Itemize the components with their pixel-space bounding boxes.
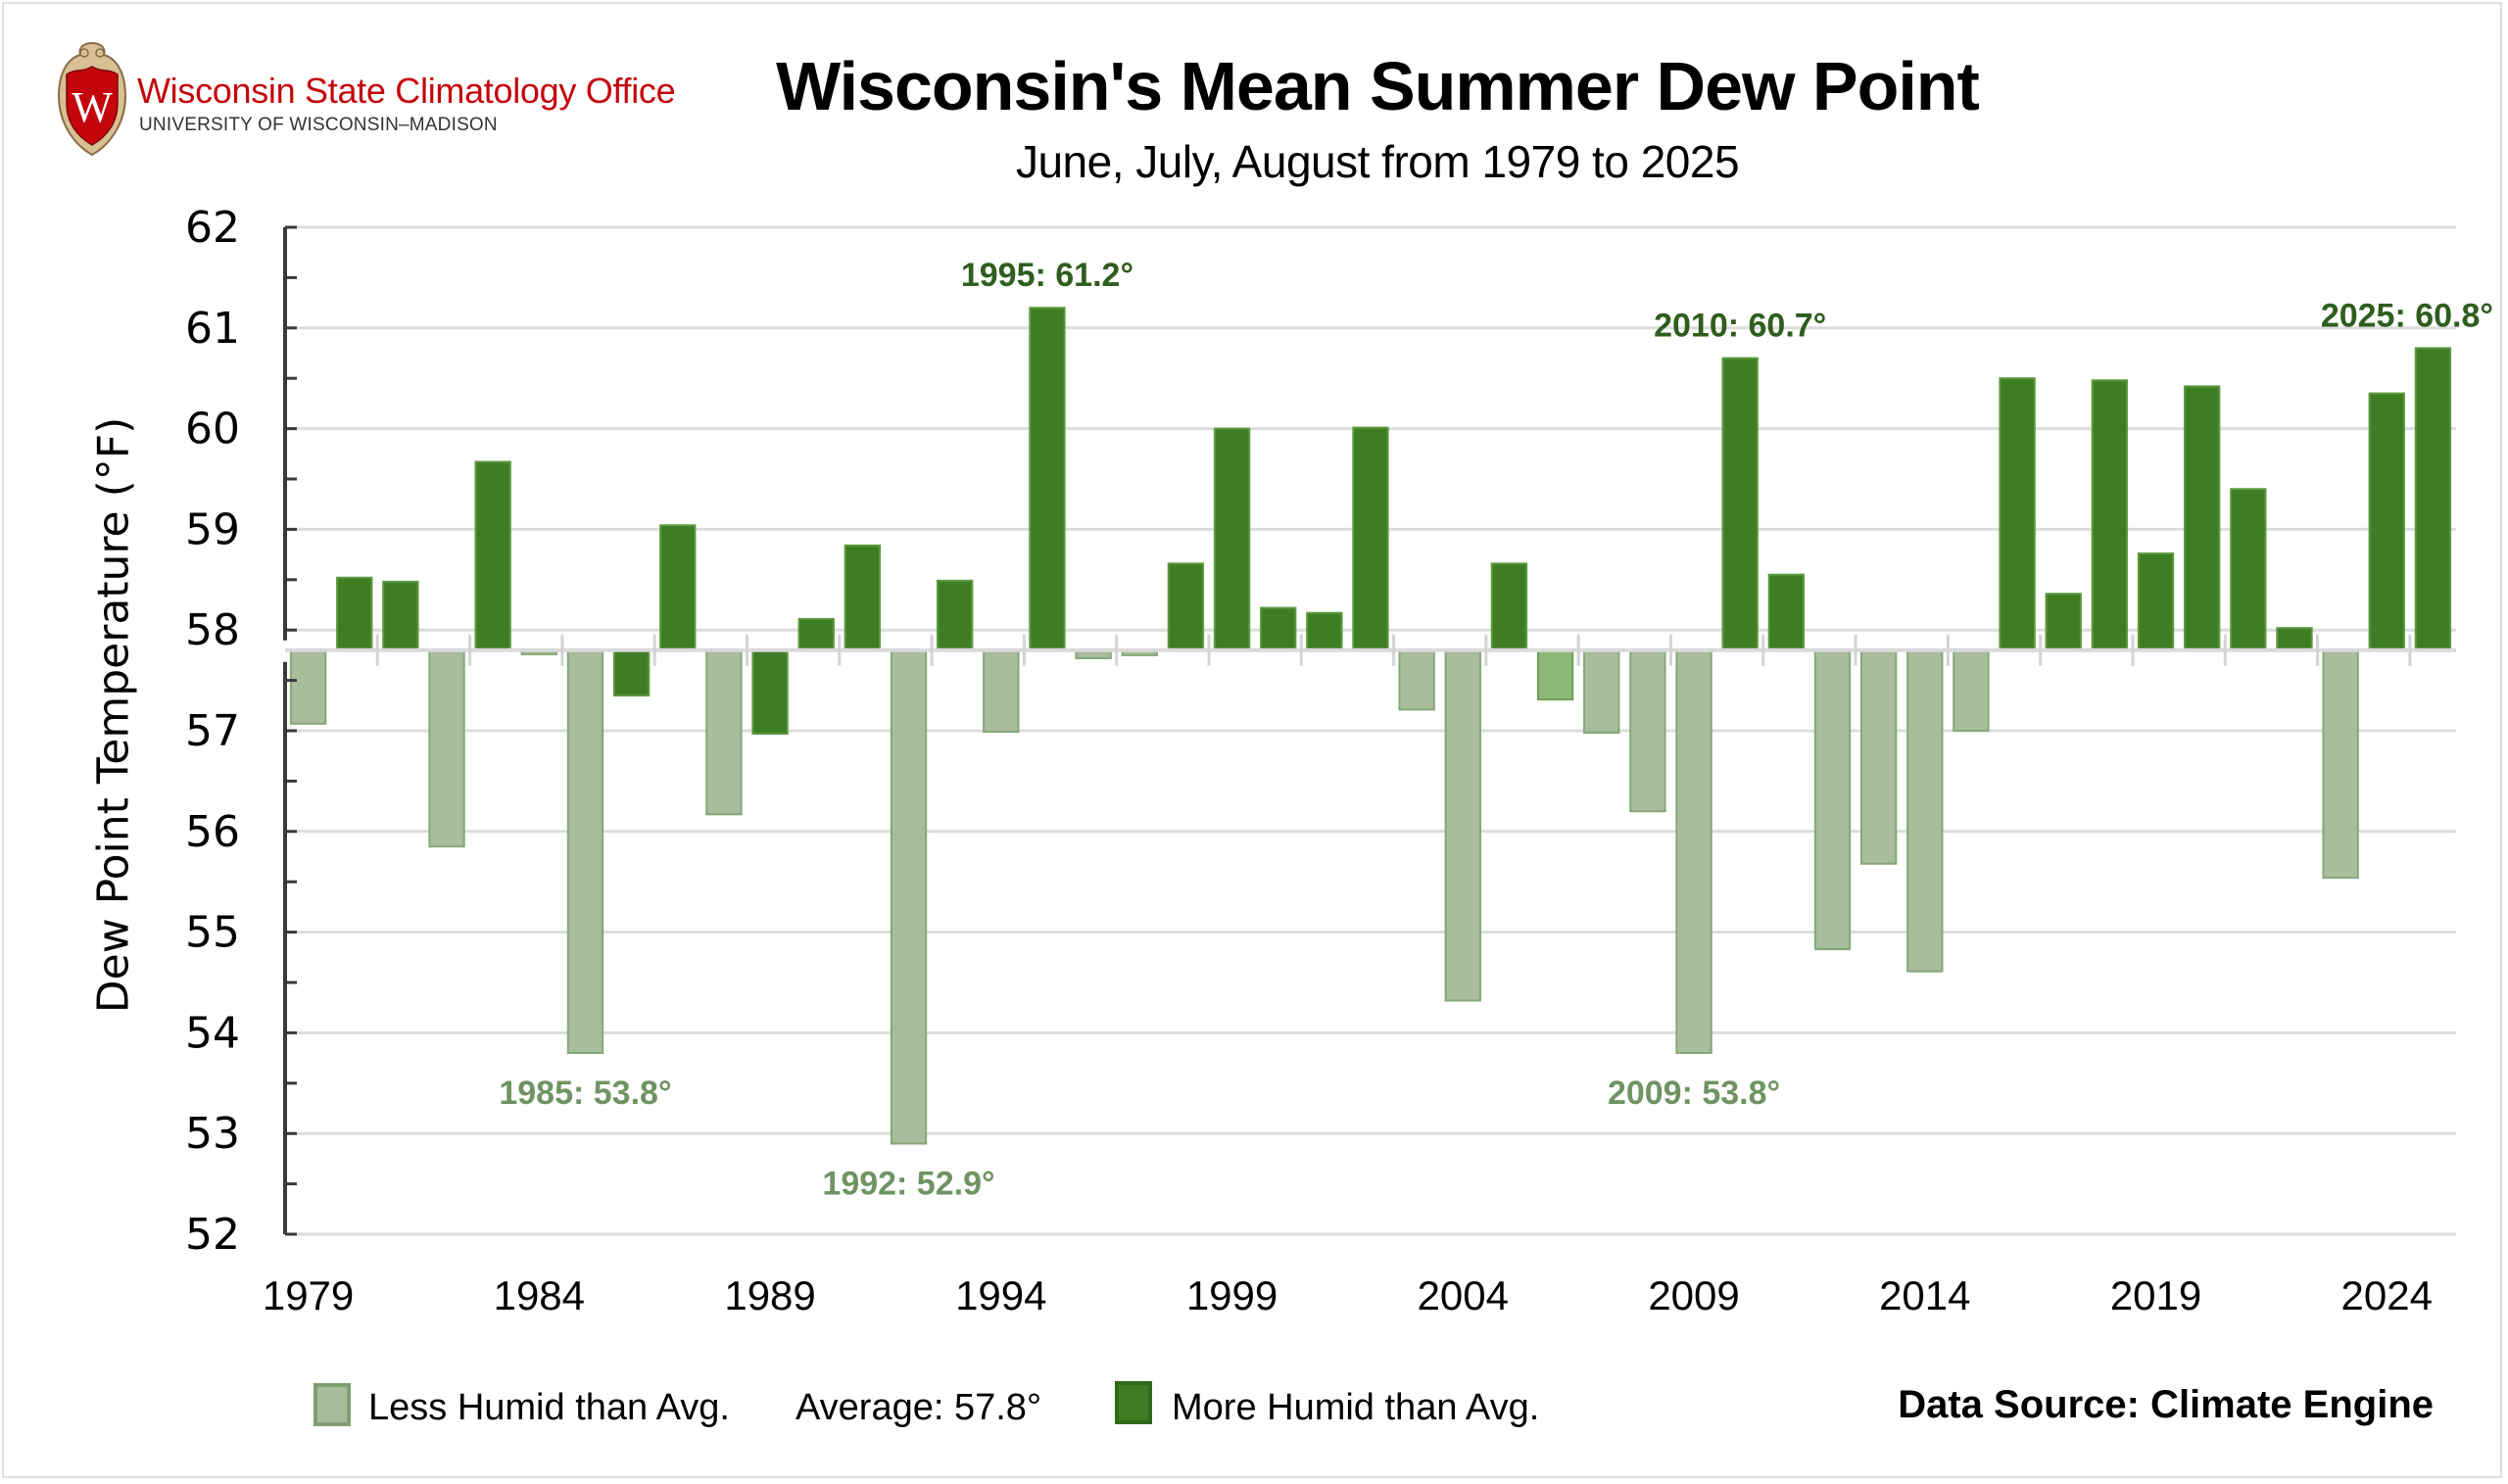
y-tick-label: 53: [185, 1109, 240, 1159]
bar-2020: [2184, 385, 2221, 651]
legend-swatch-less: [314, 1383, 351, 1426]
bar-1982: [428, 648, 465, 848]
x-tick-label: 2019: [2110, 1272, 2201, 1318]
bar-1995: [1029, 307, 1066, 651]
tick-labels: 52 53 54 55 56 57 58 59 60 61 62 1979 1984 1989 1994 19…: [185, 203, 2433, 1318]
bar-2025: [2414, 347, 2452, 651]
x-tick-label: 2014: [1879, 1272, 1970, 1318]
legend-label-more: More Humid than Avg.: [1172, 1387, 1540, 1428]
bar-2000: [1260, 606, 1297, 651]
bar-2010: [1721, 357, 1759, 651]
annotation-2009: 2009: 53.8°: [1608, 1075, 1780, 1112]
bar-2015: [1953, 648, 1990, 733]
annotation-1992: 1992: 52.9°: [822, 1165, 994, 1202]
bar-1979: [289, 648, 327, 725]
uw-crest-icon: W: [57, 41, 127, 157]
y-tick-label: 60: [185, 405, 240, 455]
bar-1998: [1167, 562, 1205, 651]
x-tick-label: 2009: [1648, 1272, 1739, 1318]
legend-average: Average: 57.8°: [796, 1387, 1042, 1428]
annotations: 1985: 53.8° 1992: 52.9° 1995: 61.2° 2009: 5…: [499, 257, 2493, 1202]
bar-2018: [2091, 379, 2129, 651]
bar-2002: [1352, 426, 1389, 651]
bar-1993: [936, 579, 974, 651]
x-tick-label: 2004: [1418, 1272, 1509, 1318]
y-tick-label: 62: [185, 203, 240, 253]
bar-1985: [566, 648, 604, 1054]
x-tick-label: 1979: [263, 1272, 354, 1318]
bar-2016: [1999, 377, 2036, 651]
bar-2008: [1629, 648, 1666, 813]
bar-2024: [2368, 392, 2405, 651]
annotation-2025: 2025: 60.8°: [2321, 297, 2493, 334]
bar-2009: [1675, 648, 1712, 1054]
y-tick-label: 57: [185, 706, 240, 756]
y-tick-label: 52: [185, 1210, 240, 1260]
bar-2011: [1767, 573, 1806, 651]
x-tick-label: 1984: [494, 1272, 585, 1318]
bar-2007: [1583, 648, 1620, 735]
x-tick-label: 2024: [2341, 1272, 2433, 1318]
data-source: Data Source: Climate Engine: [1898, 1383, 2434, 1426]
annotation-2010: 2010: 60.7°: [1654, 308, 1826, 345]
bar-1990: [797, 617, 835, 651]
bar-2013: [1859, 648, 1898, 865]
bar-1986: [612, 648, 651, 697]
bar-2014: [1906, 648, 1944, 973]
bar-1983: [474, 460, 511, 651]
svg-text:W: W: [72, 83, 113, 131]
bar-2005: [1490, 562, 1528, 651]
bar-2019: [2137, 552, 2175, 651]
x-tick-label: 1999: [1186, 1272, 1278, 1318]
bar-2006: [1536, 648, 1574, 701]
bar-2017: [2045, 593, 2082, 651]
chart-subtitle: June, July, August from 1979 to 2025: [1015, 136, 1740, 187]
bars: [289, 307, 2452, 1145]
org-name: Wisconsin State Climatology Office: [137, 71, 676, 111]
annotation-1995: 1995: 61.2°: [961, 257, 1133, 294]
annotation-1985: 1985: 53.8°: [499, 1075, 671, 1112]
bar-2003: [1398, 648, 1435, 711]
legend-label-less: Less Humid than Avg.: [368, 1387, 730, 1428]
y-tick-label: 56: [185, 807, 240, 857]
bar-1989: [751, 648, 789, 736]
chart-title: Wisconsin's Mean Summer Dew Point: [776, 48, 1980, 124]
bar-2022: [2276, 627, 2313, 651]
y-tick-label: 54: [185, 1008, 240, 1058]
bar-2023: [2322, 648, 2359, 880]
bar-1988: [705, 648, 743, 816]
bar-1992: [890, 648, 928, 1145]
y-tick-label: 55: [185, 908, 240, 958]
legend-swatch-more: [1115, 1381, 1152, 1424]
bar-2001: [1306, 611, 1343, 651]
bar-1980: [336, 576, 373, 651]
bar-2012: [1813, 648, 1852, 951]
axes: [283, 225, 2456, 1236]
bar-1994: [983, 648, 1020, 734]
bar-2021: [2230, 488, 2267, 651]
bar-1991: [844, 544, 882, 651]
x-tick-label: 1989: [724, 1272, 815, 1318]
bar-1981: [382, 580, 419, 651]
x-tick-label: 1994: [955, 1272, 1046, 1318]
org-subtitle: UNIVERSITY OF WISCONSIN–MADISON: [139, 115, 498, 135]
y-tick-label: 61: [185, 304, 240, 354]
y-tick-label: 58: [185, 605, 240, 655]
bar-1999: [1213, 427, 1251, 651]
y-tick-label: 59: [185, 504, 240, 554]
bar-2004: [1444, 648, 1481, 1002]
bar-1987: [659, 524, 697, 651]
